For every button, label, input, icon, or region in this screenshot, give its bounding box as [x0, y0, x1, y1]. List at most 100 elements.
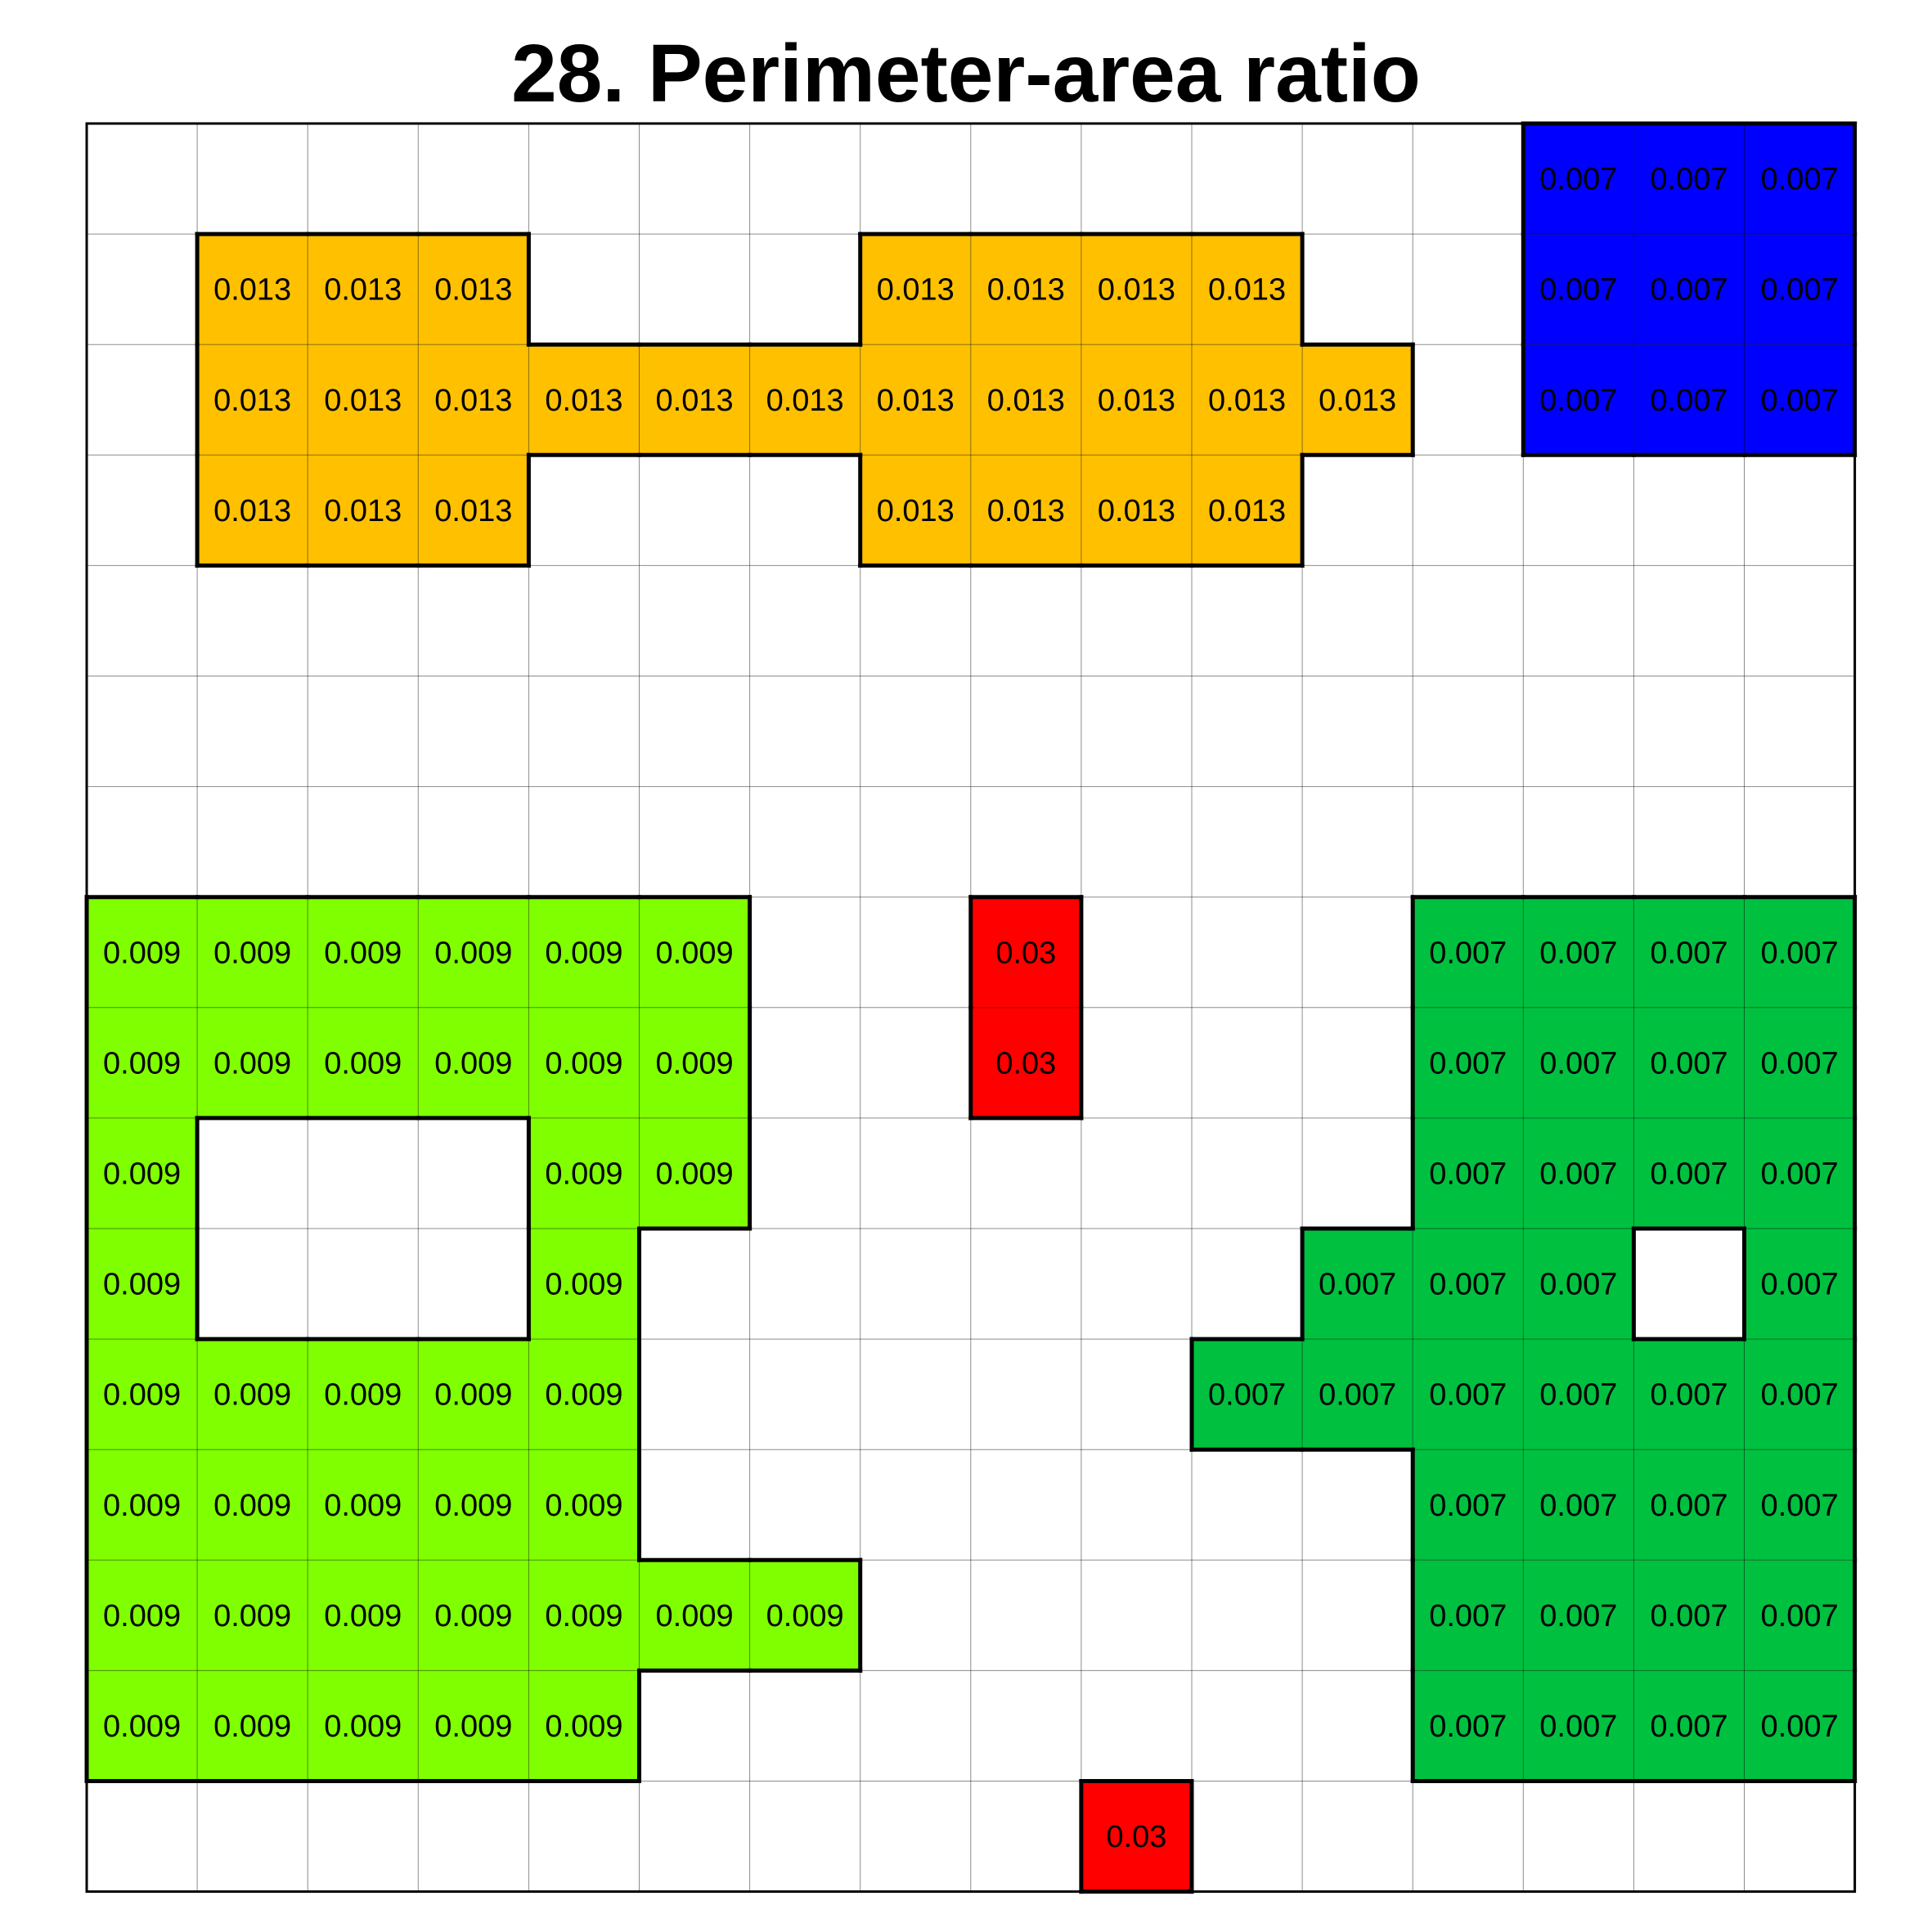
cell-value-label: 0.013 — [324, 494, 402, 528]
cell-value-label: 0.007 — [1650, 273, 1728, 308]
cell-value-label: 0.007 — [1539, 936, 1617, 970]
cell-value-label: 0.007 — [1429, 1046, 1507, 1081]
cell-value-label: 0.009 — [324, 1046, 402, 1081]
cell-value-label: 0.009 — [324, 1710, 402, 1744]
cell-value-label: 0.009 — [324, 1489, 402, 1523]
patch-cell — [1744, 344, 1855, 456]
patch-cell — [639, 1117, 750, 1229]
patch-cell — [970, 234, 1081, 345]
patch-cell — [87, 1449, 198, 1561]
cell-value-label: 0.009 — [656, 1046, 734, 1081]
cell-value-label: 0.009 — [434, 936, 512, 970]
patch-cell — [418, 1670, 529, 1781]
patch-cell — [87, 1339, 198, 1450]
cell-value-label: 0.007 — [1650, 1157, 1728, 1191]
patch-cell — [528, 896, 640, 1008]
cell-value-label: 0.009 — [434, 1489, 512, 1523]
cell-value-label: 0.007 — [1539, 1268, 1617, 1302]
patch-cell — [1081, 1781, 1192, 1892]
patch-cell — [197, 1339, 308, 1450]
patch-cell — [860, 344, 971, 456]
patch-cell — [860, 234, 971, 345]
patch-cell — [308, 1449, 419, 1561]
cell-value-label: 0.007 — [1650, 1046, 1728, 1081]
patch-cell — [87, 1560, 198, 1671]
patch-cell — [1081, 234, 1192, 345]
cell-value-label: 0.009 — [103, 1599, 181, 1633]
cell-value-label: 0.009 — [656, 936, 734, 970]
cell-value-label: 0.03 — [995, 1046, 1056, 1081]
patch-cell — [1633, 1339, 1745, 1450]
patch-cell — [197, 1560, 308, 1671]
patch-cell — [1523, 1229, 1634, 1340]
cell-labels: 0.007 0.007 0.007 0.007 0.007 0.007 0.007 0.007… — [103, 163, 1839, 1855]
patch-cell — [1523, 896, 1634, 1008]
patch-cell — [87, 1229, 198, 1340]
cell-value-label: 0.007 — [1761, 1599, 1839, 1633]
cell-value-label: 0.013 — [324, 384, 402, 418]
cell-value-label: 0.009 — [434, 1046, 512, 1081]
cell-value-label: 0.007 — [1208, 1378, 1286, 1413]
cell-value-label: 0.009 — [103, 1268, 181, 1302]
patch-cell — [197, 1449, 308, 1561]
patch-cell — [1744, 1339, 1855, 1450]
cell-value-label: 0.009 — [766, 1599, 844, 1633]
cell-value-label: 0.007 — [1319, 1268, 1396, 1302]
patch-cell — [1302, 1339, 1413, 1450]
patch-cell — [1744, 1117, 1855, 1229]
patch-cell — [418, 1449, 529, 1561]
cell-value-label: 0.013 — [1098, 494, 1175, 528]
cell-value-label: 0.007 — [1539, 1489, 1617, 1523]
patch-cell — [1413, 1117, 1524, 1229]
cell-value-label: 0.009 — [213, 1378, 291, 1413]
cell-value-label: 0.03 — [1106, 1820, 1166, 1854]
cell-value-label: 0.009 — [103, 1046, 181, 1081]
cell-value-label: 0.013 — [1208, 273, 1286, 308]
cell-value-label: 0.007 — [1429, 1710, 1507, 1744]
cell-value-label: 0.007 — [1650, 1378, 1728, 1413]
cell-value-label: 0.009 — [213, 1489, 291, 1523]
cell-value-label: 0.013 — [434, 494, 512, 528]
patch-cell — [1413, 1670, 1524, 1781]
patch-cell — [87, 896, 198, 1008]
patch-cell — [1744, 124, 1855, 235]
patch-cell — [1744, 896, 1855, 1008]
patch-cell — [1413, 1560, 1524, 1671]
cell-value-label: 0.013 — [213, 273, 291, 308]
cell-value-label: 0.009 — [324, 1599, 402, 1633]
cell-value-label: 0.007 — [1761, 1378, 1839, 1413]
patch-cell — [528, 1117, 640, 1229]
cell-value-label: 0.013 — [545, 384, 622, 418]
cell-value-label: 0.009 — [103, 936, 181, 970]
patch-cell — [1523, 1560, 1634, 1671]
patch-cell — [528, 1670, 640, 1781]
patch-cell — [308, 1670, 419, 1781]
patch-cell — [1523, 1339, 1634, 1450]
patch-cell — [970, 1007, 1081, 1118]
patch-cell — [528, 1560, 640, 1671]
cell-value-label: 0.013 — [1208, 384, 1286, 418]
cell-value-label: 0.013 — [213, 494, 291, 528]
patch-cell — [1192, 455, 1303, 566]
cell-value-label: 0.007 — [1539, 1046, 1617, 1081]
cell-value-label: 0.007 — [1761, 936, 1839, 970]
patch-cell — [528, 1339, 640, 1450]
cell-value-label: 0.007 — [1539, 1710, 1617, 1744]
patch-cell — [639, 1560, 750, 1671]
cell-value-label: 0.009 — [545, 1378, 622, 1413]
cell-value-label: 0.009 — [545, 936, 622, 970]
cell-value-label: 0.013 — [1098, 384, 1175, 418]
patch-cell — [528, 344, 640, 456]
cell-value-label: 0.009 — [324, 936, 402, 970]
patch-cell — [1523, 1117, 1634, 1229]
cell-value-label: 0.009 — [545, 1157, 622, 1191]
patch-cell — [749, 344, 860, 456]
cell-value-label: 0.007 — [1429, 936, 1507, 970]
patch-cell — [1744, 1229, 1855, 1340]
cell-value-label: 0.009 — [103, 1378, 181, 1413]
patch-cell — [1633, 234, 1745, 345]
patch-cell — [418, 1007, 529, 1118]
patch-cell — [1523, 124, 1634, 235]
patch-cell — [308, 1560, 419, 1671]
